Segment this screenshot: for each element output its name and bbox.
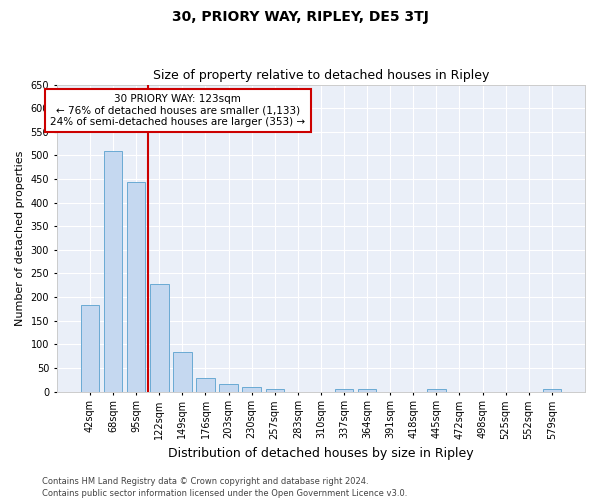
Y-axis label: Number of detached properties: Number of detached properties [15,150,25,326]
Bar [335,389,353,392]
Text: 30 PRIORY WAY: 123sqm
← 76% of detached houses are smaller (1,133)
24% of semi-d: 30 PRIORY WAY: 123sqm ← 76% of detached … [50,94,305,127]
Bar [127,182,145,392]
Bar [173,352,191,392]
Bar [220,384,238,392]
Title: Size of property relative to detached houses in Ripley: Size of property relative to detached ho… [153,69,489,82]
Bar [150,284,169,392]
X-axis label: Distribution of detached houses by size in Ripley: Distribution of detached houses by size … [168,447,474,460]
Bar [266,389,284,392]
Bar [196,378,215,392]
Bar [358,389,376,392]
Bar [242,388,261,392]
Bar [542,389,561,392]
Bar [104,150,122,392]
Text: 30, PRIORY WAY, RIPLEY, DE5 3TJ: 30, PRIORY WAY, RIPLEY, DE5 3TJ [172,10,428,24]
Bar [81,305,99,392]
Text: Contains HM Land Registry data © Crown copyright and database right 2024.
Contai: Contains HM Land Registry data © Crown c… [42,476,407,498]
Bar [427,389,446,392]
